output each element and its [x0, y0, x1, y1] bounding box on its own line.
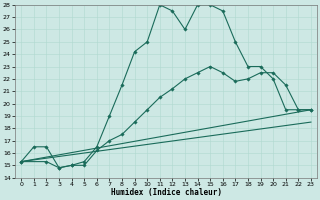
X-axis label: Humidex (Indice chaleur): Humidex (Indice chaleur)	[111, 188, 221, 197]
